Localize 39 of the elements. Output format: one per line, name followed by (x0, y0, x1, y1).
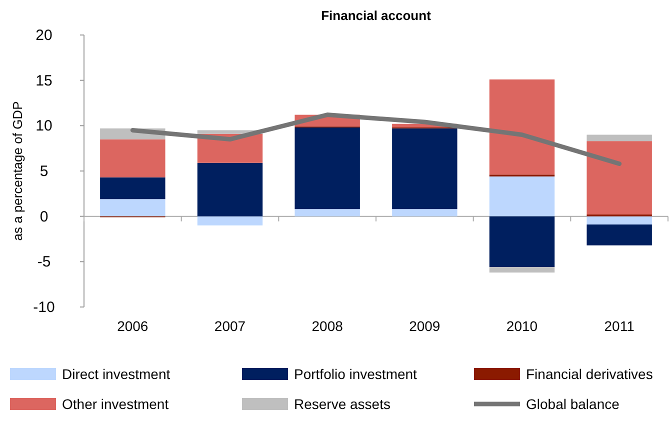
bar (100, 139, 166, 178)
y-tick-label: -5 (37, 254, 51, 271)
x-tick-label: 2008 (312, 318, 344, 334)
y-tick-label: 0 (40, 208, 48, 226)
y-tick-label: 20 (36, 27, 52, 44)
x-tick-label: 2010 (506, 318, 538, 334)
bar (100, 177, 166, 200)
y-tick-label: 5 (40, 163, 48, 180)
bar (586, 224, 652, 246)
bar (197, 162, 263, 216)
bar (489, 267, 555, 273)
bar (586, 134, 652, 142)
legend-label: Portfolio investment (294, 366, 418, 382)
bar (294, 209, 360, 216)
legend-label: Other investment (62, 396, 169, 412)
x-tick-label: 2009 (409, 318, 440, 334)
x-tick-label: 2006 (117, 318, 148, 334)
legend-label: Direct investment (62, 366, 170, 382)
y-tick-label: -10 (33, 299, 55, 316)
bar (489, 176, 555, 216)
chart-title: Financial account (321, 8, 432, 23)
bar (586, 141, 652, 215)
x-tick-label: 2007 (214, 318, 246, 334)
bar (489, 79, 555, 175)
bar (392, 209, 458, 216)
legend-label: Reserve assets (294, 396, 390, 412)
bar (392, 128, 458, 210)
y-tick-label: 10 (36, 118, 52, 135)
bar (489, 216, 555, 268)
bar (100, 199, 166, 216)
legend-label: Global balance (526, 396, 620, 412)
bar (586, 216, 652, 224)
legend-label: Financial derivatives (526, 366, 653, 382)
y-tick-label: 15 (36, 72, 52, 90)
bar (294, 127, 360, 210)
bar (197, 216, 263, 226)
line-series (130, 112, 622, 166)
x-tick-label: 2011 (604, 318, 635, 334)
y-axis-title: as a percentage of GDP (10, 101, 25, 241)
